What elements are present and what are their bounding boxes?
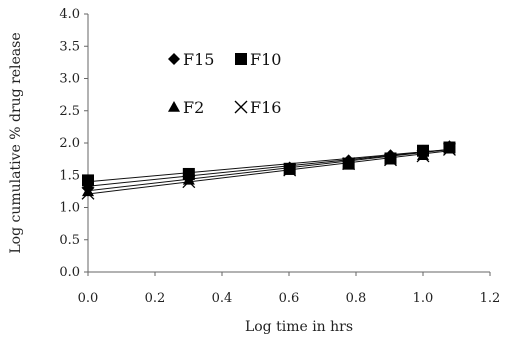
point-f10 <box>342 157 355 170</box>
point-f10 <box>417 144 429 157</box>
point-f10 <box>283 162 296 175</box>
x-tick-label: 0.8 <box>346 291 367 306</box>
y-tick-label: 3.5 <box>59 39 80 54</box>
legend-marker-f15-icon <box>168 53 180 65</box>
y-tick-label: 1.5 <box>59 168 80 183</box>
legend-label: F15 <box>183 50 214 69</box>
x-axis-title: Log time in hrs <box>245 319 353 335</box>
data-points <box>81 140 456 200</box>
legend: F15 F10 F2 F16 <box>168 50 281 117</box>
y-tick-label: 1.0 <box>59 201 80 216</box>
x-tick-label: 0.6 <box>279 291 300 306</box>
legend-item-f10: F10 <box>235 50 281 69</box>
legend-label: F10 <box>250 50 281 69</box>
legend-marker-f16-icon <box>234 100 248 114</box>
x-tick-label: 0.4 <box>212 291 233 306</box>
y-tick-label: 2.0 <box>59 136 80 151</box>
x-tick-label: 1.0 <box>413 291 434 306</box>
legend-item-f2: F2 <box>168 98 204 117</box>
y-tick-label: 0.0 <box>59 265 80 280</box>
y-tick-label: 3.0 <box>59 72 80 87</box>
x-tick-label: 1.2 <box>480 291 501 306</box>
legend-marker-f10-icon <box>235 53 247 65</box>
point-f10 <box>82 174 94 187</box>
y-axis-title: Log cumulative % drug release <box>8 32 24 253</box>
axes: 0.0 0.5 1.0 1.5 2.0 2.5 3.0 3.5 4.0 0.0 0.2 0.4 0.6 0… <box>59 7 500 306</box>
x-tick-label: 0.2 <box>145 291 166 306</box>
legend-item-f16: F16 <box>234 98 281 117</box>
legend-marker-f2-icon <box>168 101 180 112</box>
legend-label: F16 <box>250 98 281 117</box>
point-f10 <box>443 141 456 154</box>
point-f10 <box>384 152 397 165</box>
y-tick-label: 4.0 <box>59 7 80 22</box>
x-stroke <box>234 100 248 114</box>
y-tick-label: 0.5 <box>59 233 80 248</box>
x-tick-label: 0.0 <box>78 291 99 306</box>
y-tick-label: 2.5 <box>59 104 80 119</box>
legend-item-f15: F15 <box>168 50 214 69</box>
point-f10 <box>182 167 195 180</box>
legend-label: F2 <box>183 98 204 117</box>
